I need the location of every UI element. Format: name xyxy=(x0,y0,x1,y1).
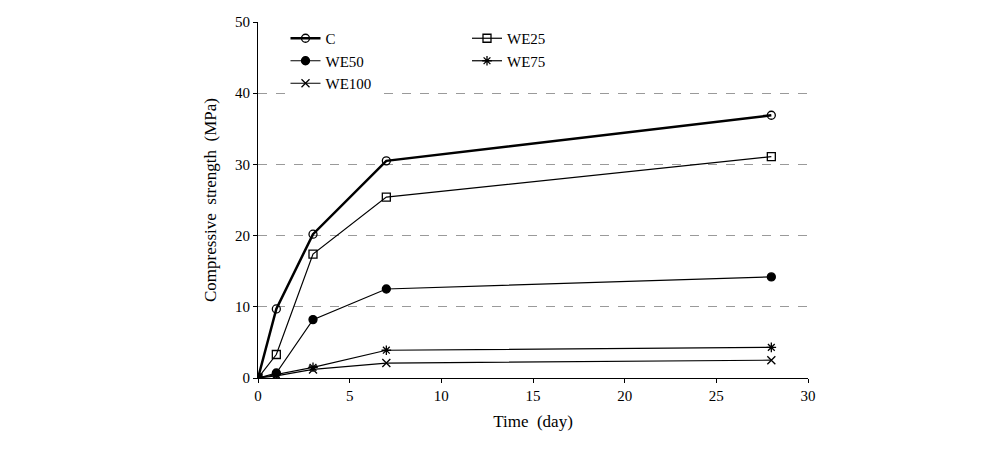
svg-text:10: 10 xyxy=(434,388,449,404)
svg-text:15: 15 xyxy=(526,388,541,404)
svg-text:40: 40 xyxy=(235,85,250,101)
svg-text:5: 5 xyxy=(346,388,354,404)
svg-text:Time (day): Time (day) xyxy=(493,412,573,431)
svg-text:30: 30 xyxy=(801,388,816,404)
svg-text:WE100: WE100 xyxy=(326,76,372,92)
svg-text:50: 50 xyxy=(235,14,250,30)
svg-text:WE75: WE75 xyxy=(507,54,545,70)
svg-text:20: 20 xyxy=(235,228,250,244)
svg-text:WE50: WE50 xyxy=(326,54,364,70)
svg-text:C: C xyxy=(326,31,336,47)
svg-text:20: 20 xyxy=(617,388,632,404)
svg-text:25: 25 xyxy=(709,388,724,404)
svg-text:Compressive strength (MPa): Compressive strength (MPa) xyxy=(201,98,220,302)
svg-text:10: 10 xyxy=(235,299,250,315)
svg-text:WE25: WE25 xyxy=(507,31,545,47)
svg-text:0: 0 xyxy=(254,388,262,404)
svg-text:0: 0 xyxy=(243,370,251,386)
svg-text:30: 30 xyxy=(235,157,250,173)
